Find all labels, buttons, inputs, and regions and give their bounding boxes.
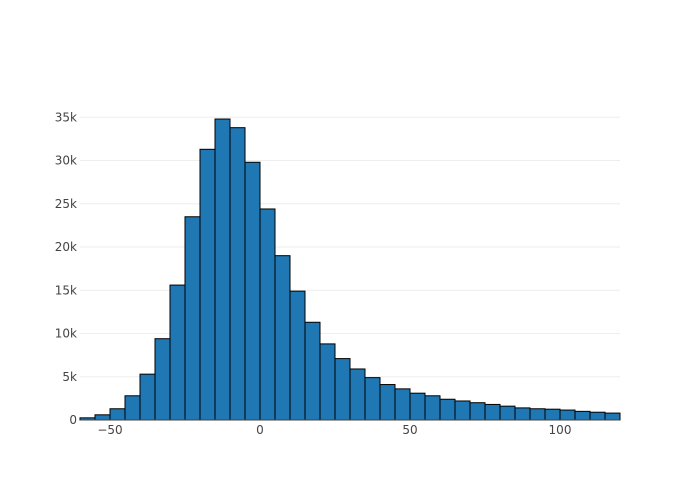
histogram-bar [574, 410, 591, 421]
histogram-bar [379, 384, 396, 421]
histogram-bar [394, 388, 411, 421]
histogram-bar [184, 216, 201, 421]
histogram-bar [349, 368, 366, 421]
y-tick-label: 15k [55, 283, 77, 297]
histogram-bar [514, 407, 531, 421]
histogram-bar [454, 400, 471, 421]
histogram-bar [214, 118, 231, 421]
y-tick-label: 30k [55, 154, 77, 168]
histogram-bar [589, 411, 606, 421]
x-tick-label: 100 [549, 423, 572, 437]
histogram-bar [289, 290, 306, 421]
histogram-bar [559, 409, 576, 421]
histogram-bar [199, 148, 216, 421]
x-tick-label: 50 [402, 423, 417, 437]
histogram-bar [439, 398, 456, 421]
histogram-bar [169, 284, 186, 421]
histogram-bar [544, 408, 561, 421]
y-tick-label: 0 [69, 413, 77, 427]
x-axis-tick-labels: −50 0 50 100 [97, 423, 571, 437]
histogram-bar [499, 405, 516, 421]
histogram-bar [409, 392, 426, 421]
y-axis-tick-labels: 0 5k 10k 15k 20k 25k 30k 35k [55, 110, 77, 427]
histogram-bar [304, 321, 321, 421]
x-tick-label: 0 [256, 423, 264, 437]
histogram-bars [79, 118, 621, 421]
histogram-bar [484, 403, 501, 421]
histogram-bar [259, 208, 276, 421]
histogram-bar [244, 161, 261, 421]
histogram-bar [424, 395, 441, 421]
y-gridlines [80, 116, 620, 378]
histogram-bar [124, 395, 141, 421]
histogram-bar [154, 338, 171, 421]
x-tick-label: −50 [97, 423, 122, 437]
histogram-bar [529, 408, 546, 421]
histogram-bar [604, 412, 621, 421]
y-tick-label: 20k [55, 240, 77, 254]
histogram-bar [109, 408, 126, 421]
histogram-bar [334, 358, 351, 421]
y-tick-label: 10k [55, 327, 77, 341]
histogram-bar [274, 255, 291, 421]
y-tick-label: 35k [55, 110, 77, 124]
histogram-bar [469, 402, 486, 421]
y-tick-label: 5k [62, 370, 77, 384]
y-tick-label: 25k [55, 197, 77, 211]
histogram-bar [139, 373, 156, 421]
histogram-bar [229, 127, 246, 421]
histogram-bar [94, 414, 111, 421]
histogram-bar [364, 377, 381, 421]
histogram-bar [319, 343, 336, 421]
